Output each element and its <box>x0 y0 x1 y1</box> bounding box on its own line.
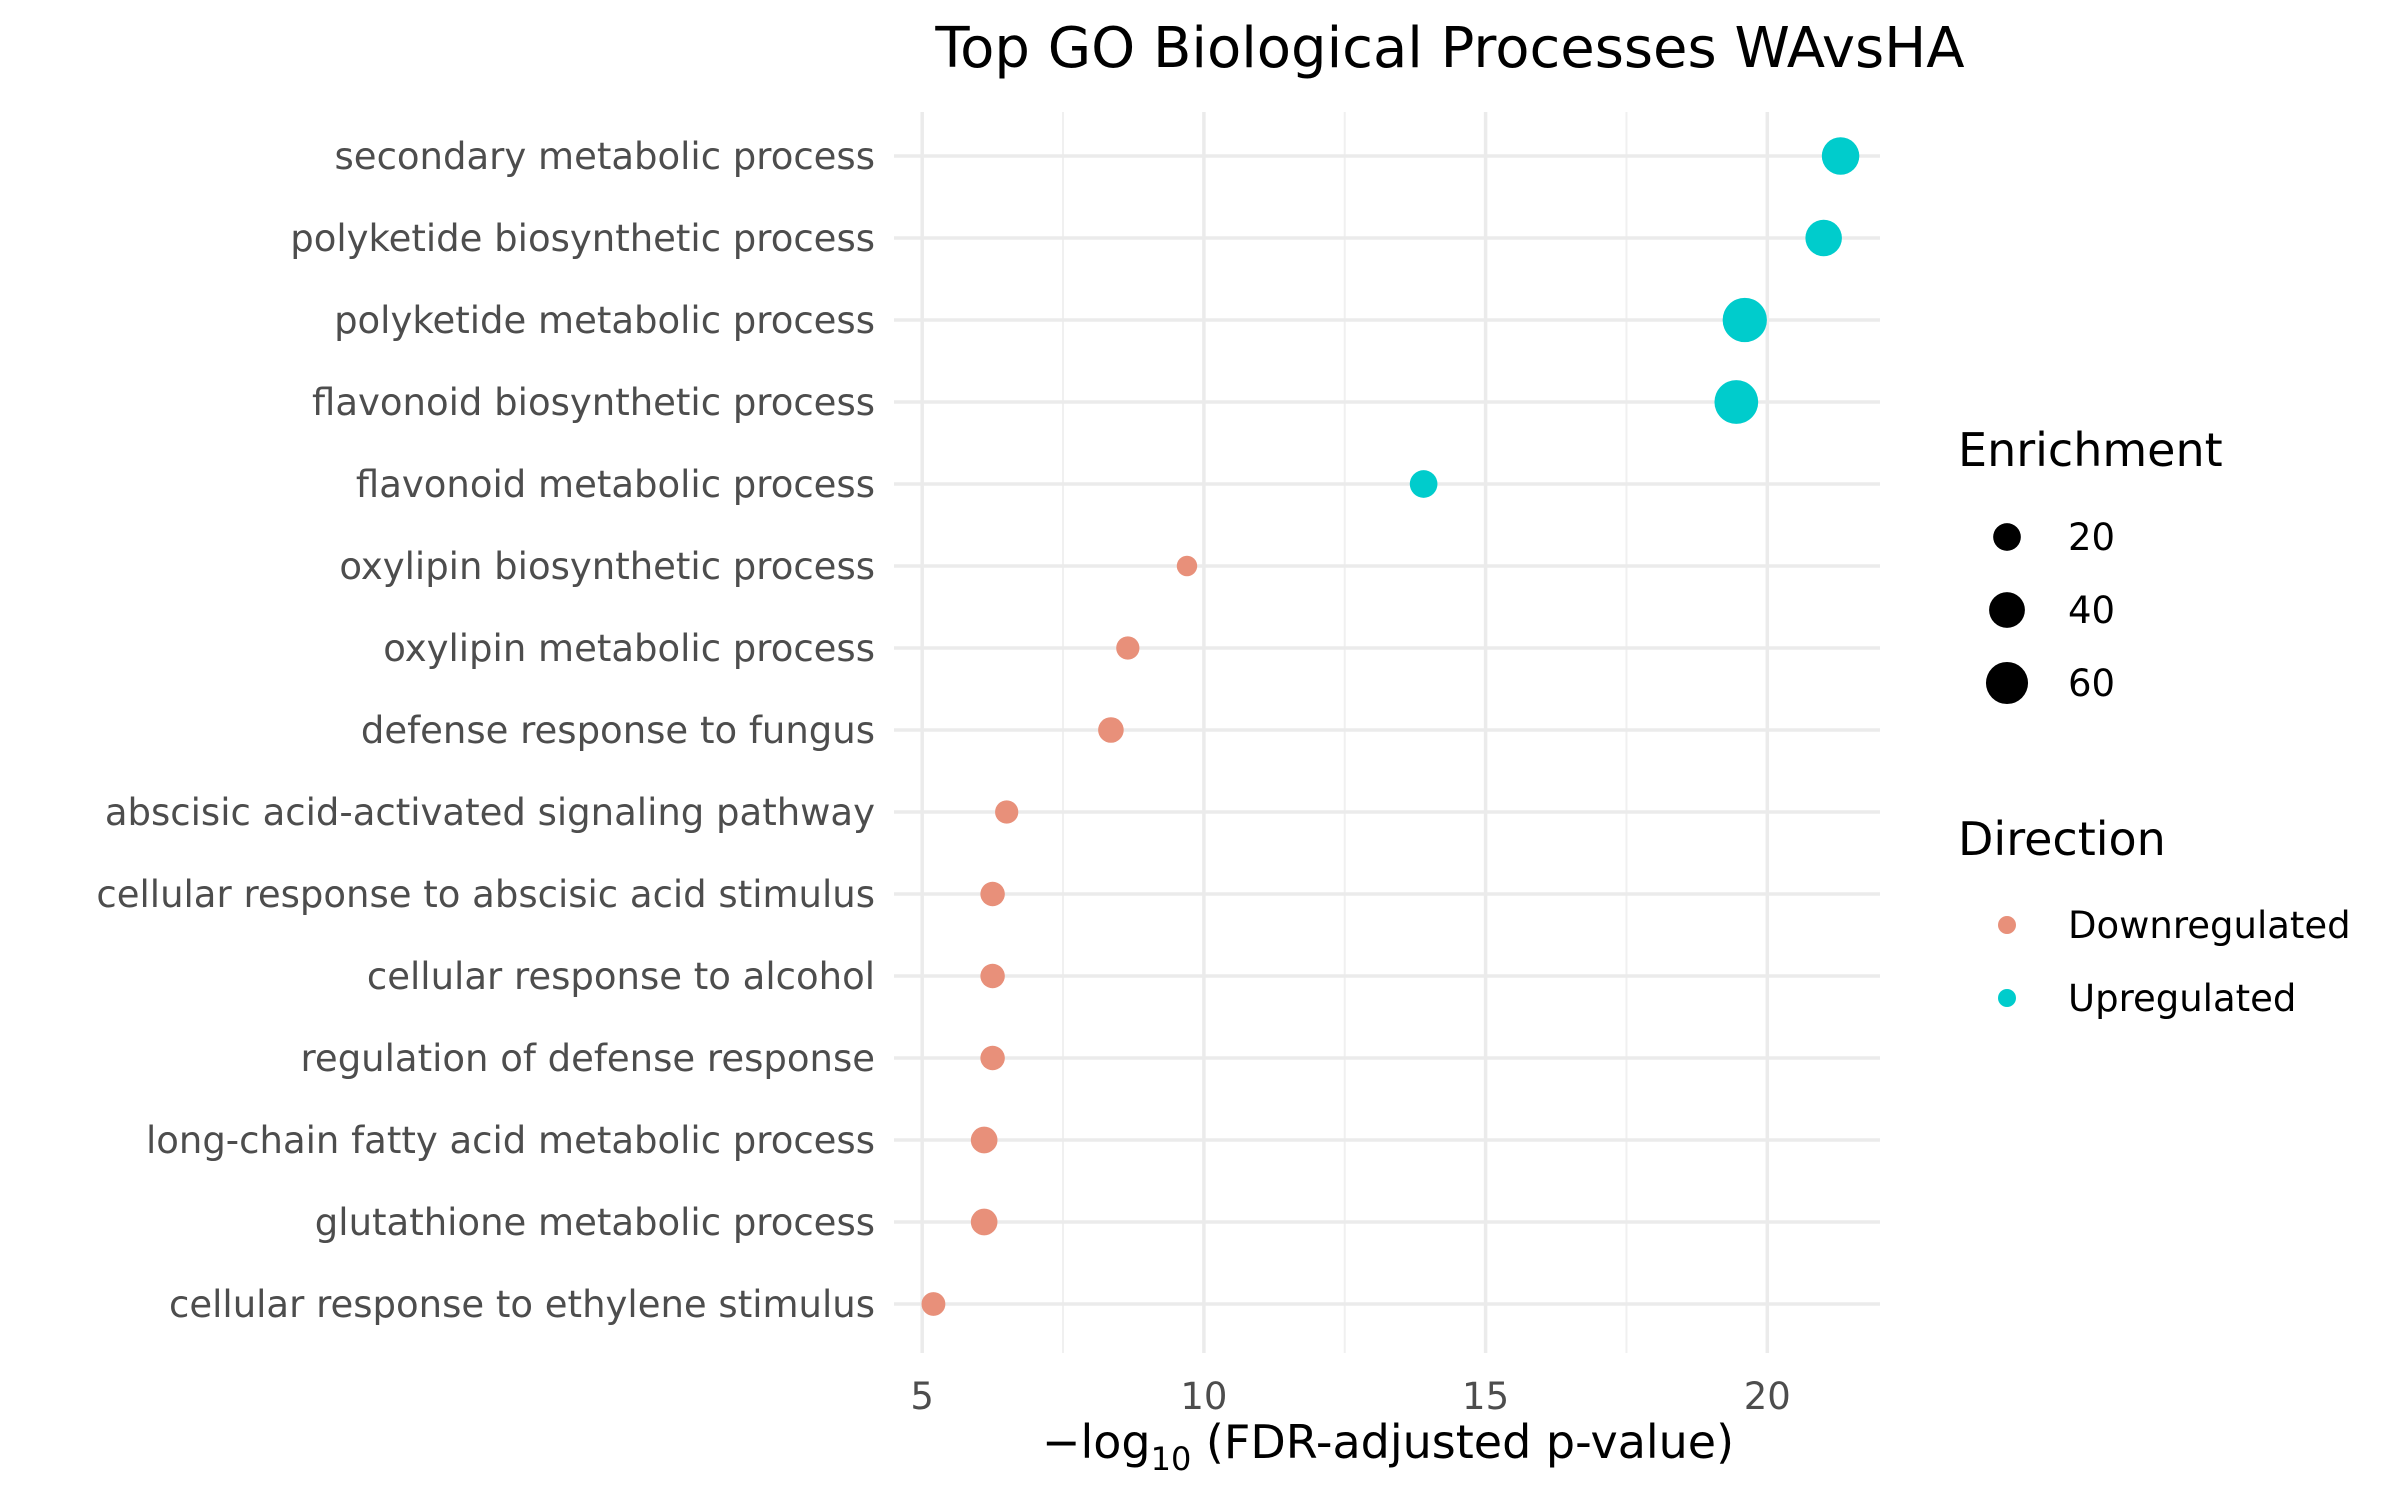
category-label: oxylipin metabolic process <box>383 627 875 670</box>
x-tick-label: 5 <box>910 1375 934 1418</box>
data-point <box>1409 470 1438 498</box>
category-label: polyketide metabolic process <box>334 299 875 342</box>
data-point <box>980 881 1005 907</box>
x-tick-label: 20 <box>1744 1375 1791 1418</box>
data-point <box>980 1045 1005 1071</box>
data-point <box>970 1208 998 1236</box>
category-label: flavonoid biosynthetic process <box>312 381 875 424</box>
x-axis-title-suffix: (FDR-adjusted p-value) <box>1191 1415 1734 1469</box>
data-point <box>1714 380 1759 424</box>
data-point <box>1805 219 1842 257</box>
legend-color-key <box>1998 989 2016 1007</box>
data-point <box>1098 717 1124 743</box>
x-tick-labels: 5 10 15 20 <box>910 1375 1790 1418</box>
category-label: secondary metabolic process <box>335 135 875 178</box>
category-labels: secondary metabolic process polyketide bi… <box>96 135 875 1326</box>
points-layer <box>921 137 1860 1316</box>
legend-size-key <box>1993 523 2021 551</box>
category-label: long-chain fatty acid metabolic process <box>146 1119 875 1162</box>
category-label: regulation of defense response <box>301 1037 875 1080</box>
legend-size-key <box>1989 592 2025 628</box>
legend-size-key <box>1985 661 2029 705</box>
legend-size-label: 40 <box>2068 589 2115 632</box>
category-label: cellular response to ethylene stimulus <box>169 1283 875 1326</box>
category-label: oxylipin biosynthetic process <box>339 545 875 588</box>
category-label: polyketide biosynthetic process <box>290 217 875 260</box>
data-point <box>1116 636 1140 660</box>
category-label: glutathione metabolic process <box>315 1201 875 1244</box>
x-axis-title-subscript: 10 <box>1151 1440 1192 1478</box>
data-point <box>921 1292 946 1316</box>
x-axis-title-prefix: −log <box>1042 1415 1151 1469</box>
data-point <box>980 963 1005 989</box>
grid-layer <box>894 112 1880 1353</box>
x-tick-label: 15 <box>1462 1375 1509 1418</box>
legend-enrichment-title: Enrichment <box>1958 423 2223 477</box>
legend-enrichment: Enrichment 20 40 60 <box>1958 423 2223 705</box>
legend-direction: Direction Downregulated Upregulated <box>1958 812 2351 1020</box>
category-label: abscisic acid-activated signaling pathwa… <box>105 791 875 834</box>
data-point <box>995 800 1019 824</box>
chart-title: Top GO Biological Processes WAvsHA <box>934 16 1964 81</box>
category-label: cellular response to abscisic acid stimu… <box>96 873 875 916</box>
legend-size-label: 60 <box>2068 662 2115 705</box>
data-point <box>1821 137 1860 175</box>
legend-color-key <box>1998 916 2016 934</box>
x-axis-title: −log10 (FDR-adjusted p-value) <box>1042 1415 1734 1478</box>
legend-direction-title: Direction <box>1958 812 2166 866</box>
data-point <box>970 1126 998 1154</box>
category-label: defense response to fungus <box>361 709 875 752</box>
data-point <box>1176 555 1198 577</box>
data-point <box>1722 297 1767 343</box>
legend-color-label: Upregulated <box>2068 977 2296 1020</box>
category-label: flavonoid metabolic process <box>356 463 875 506</box>
legend-color-label: Downregulated <box>2068 904 2351 947</box>
category-label: cellular response to alcohol <box>367 955 875 998</box>
x-tick-label: 10 <box>1180 1375 1227 1418</box>
legend-size-label: 20 <box>2068 516 2115 559</box>
